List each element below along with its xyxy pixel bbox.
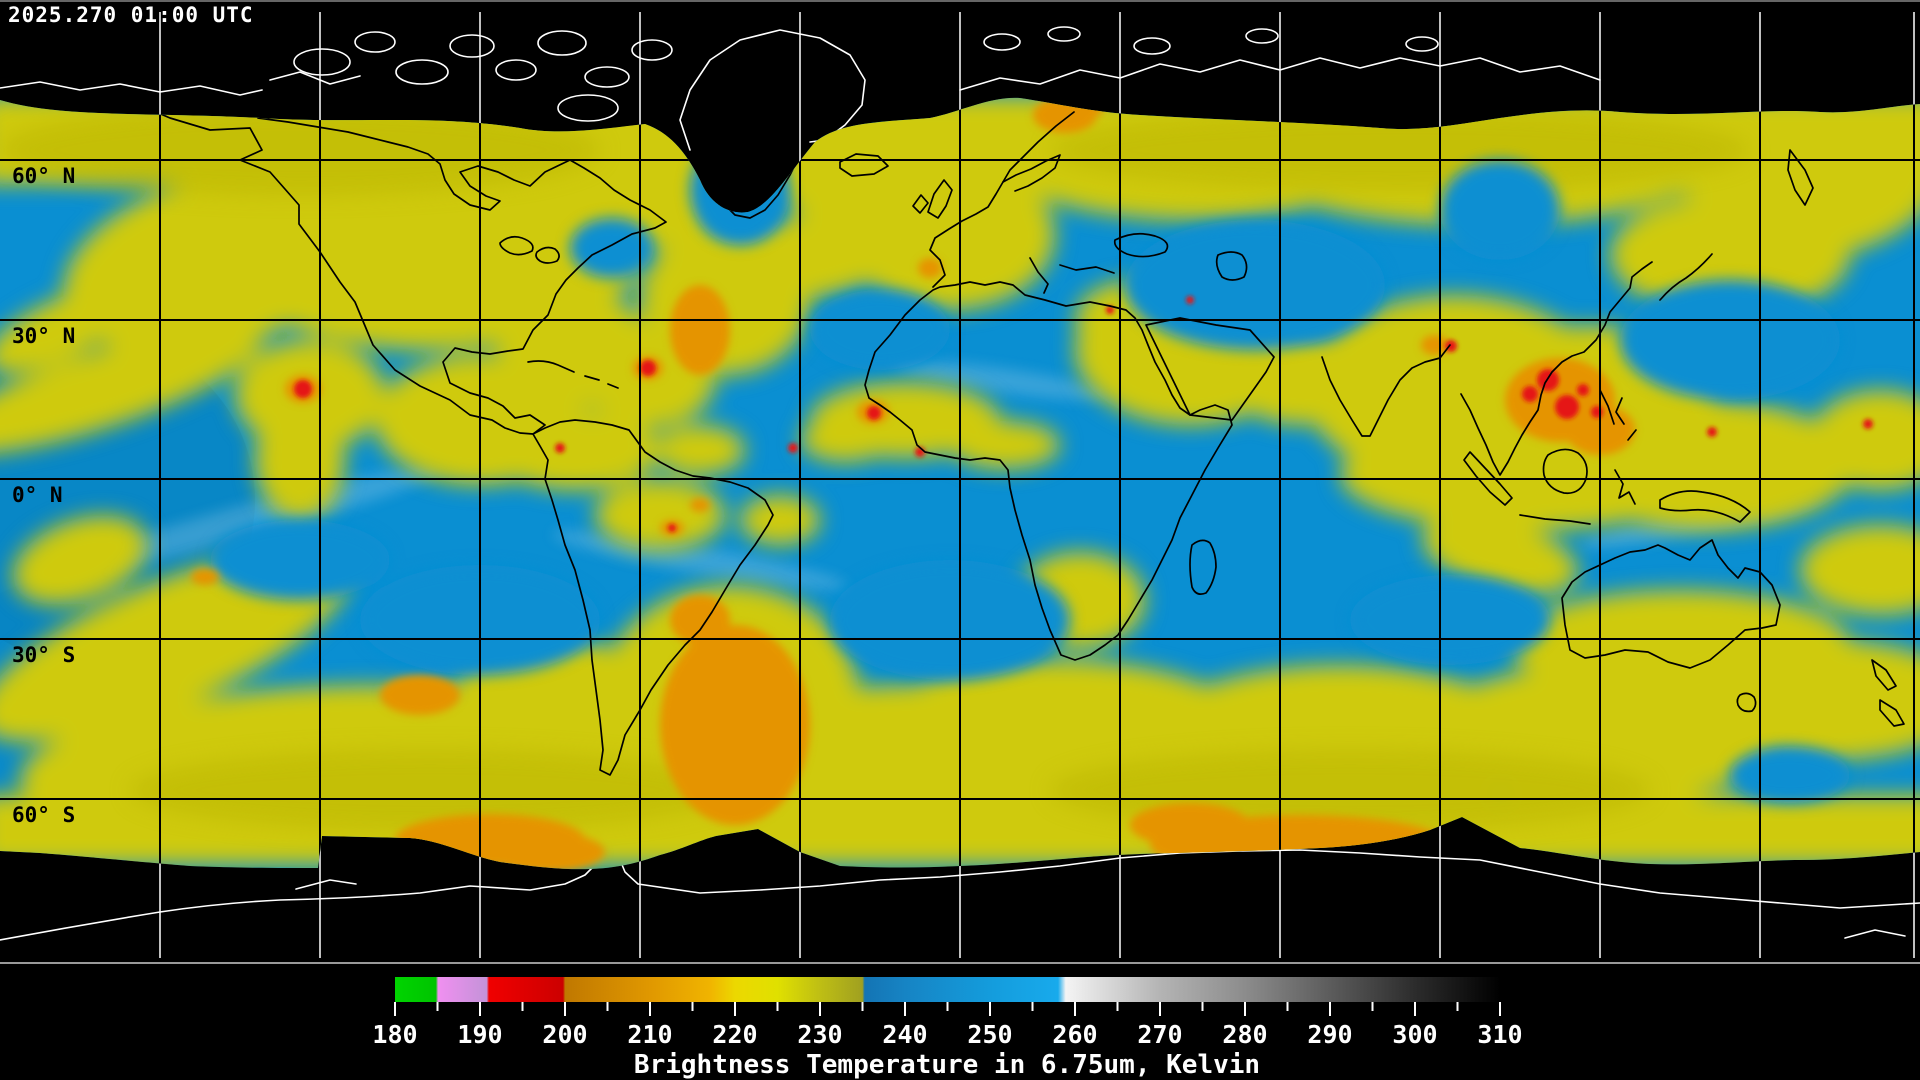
lat-label-30s: 30° S [12,643,75,667]
top-border-line [0,0,1920,2]
tick-270: 270 [1137,1020,1182,1049]
coastlines [127,99,1905,776]
tick-300: 300 [1392,1020,1437,1049]
tick-200: 200 [542,1020,587,1049]
colorbar: 180 190 200 210 220 230 240 250 260 270 … [372,977,1523,1080]
lat-label-0n: 0° N [12,483,63,507]
tick-180: 180 [372,1020,417,1049]
tick-260: 260 [1052,1020,1097,1049]
lat-label-30n: 30° N [12,324,75,348]
colorbar-ticks [394,1002,1501,1016]
colorbar-gradient [395,977,1500,1002]
tick-250: 250 [967,1020,1012,1049]
tick-280: 280 [1222,1020,1267,1049]
colorbar-tick-labels: 180 190 200 210 220 230 240 250 260 270 … [372,1020,1522,1049]
lat-label-60n: 60° N [12,164,75,188]
latitude-labels: 60° N 30° N 0° N 30° S 60° S [12,164,75,827]
tick-220: 220 [712,1020,757,1049]
separator-line [0,962,1920,964]
colorbar-caption: Brightness Temperature in 6.75um, Kelvin [634,1050,1260,1080]
tick-310: 310 [1477,1020,1522,1049]
timestamp-label: 2025.270 01:00 UTC [8,3,254,27]
tick-230: 230 [797,1020,842,1049]
polar-coastlines [0,26,1920,941]
tick-190: 190 [457,1020,502,1049]
lat-label-60s: 60° S [12,803,75,827]
tick-210: 210 [627,1020,672,1049]
tick-240: 240 [882,1020,927,1049]
tick-290: 290 [1307,1020,1352,1049]
